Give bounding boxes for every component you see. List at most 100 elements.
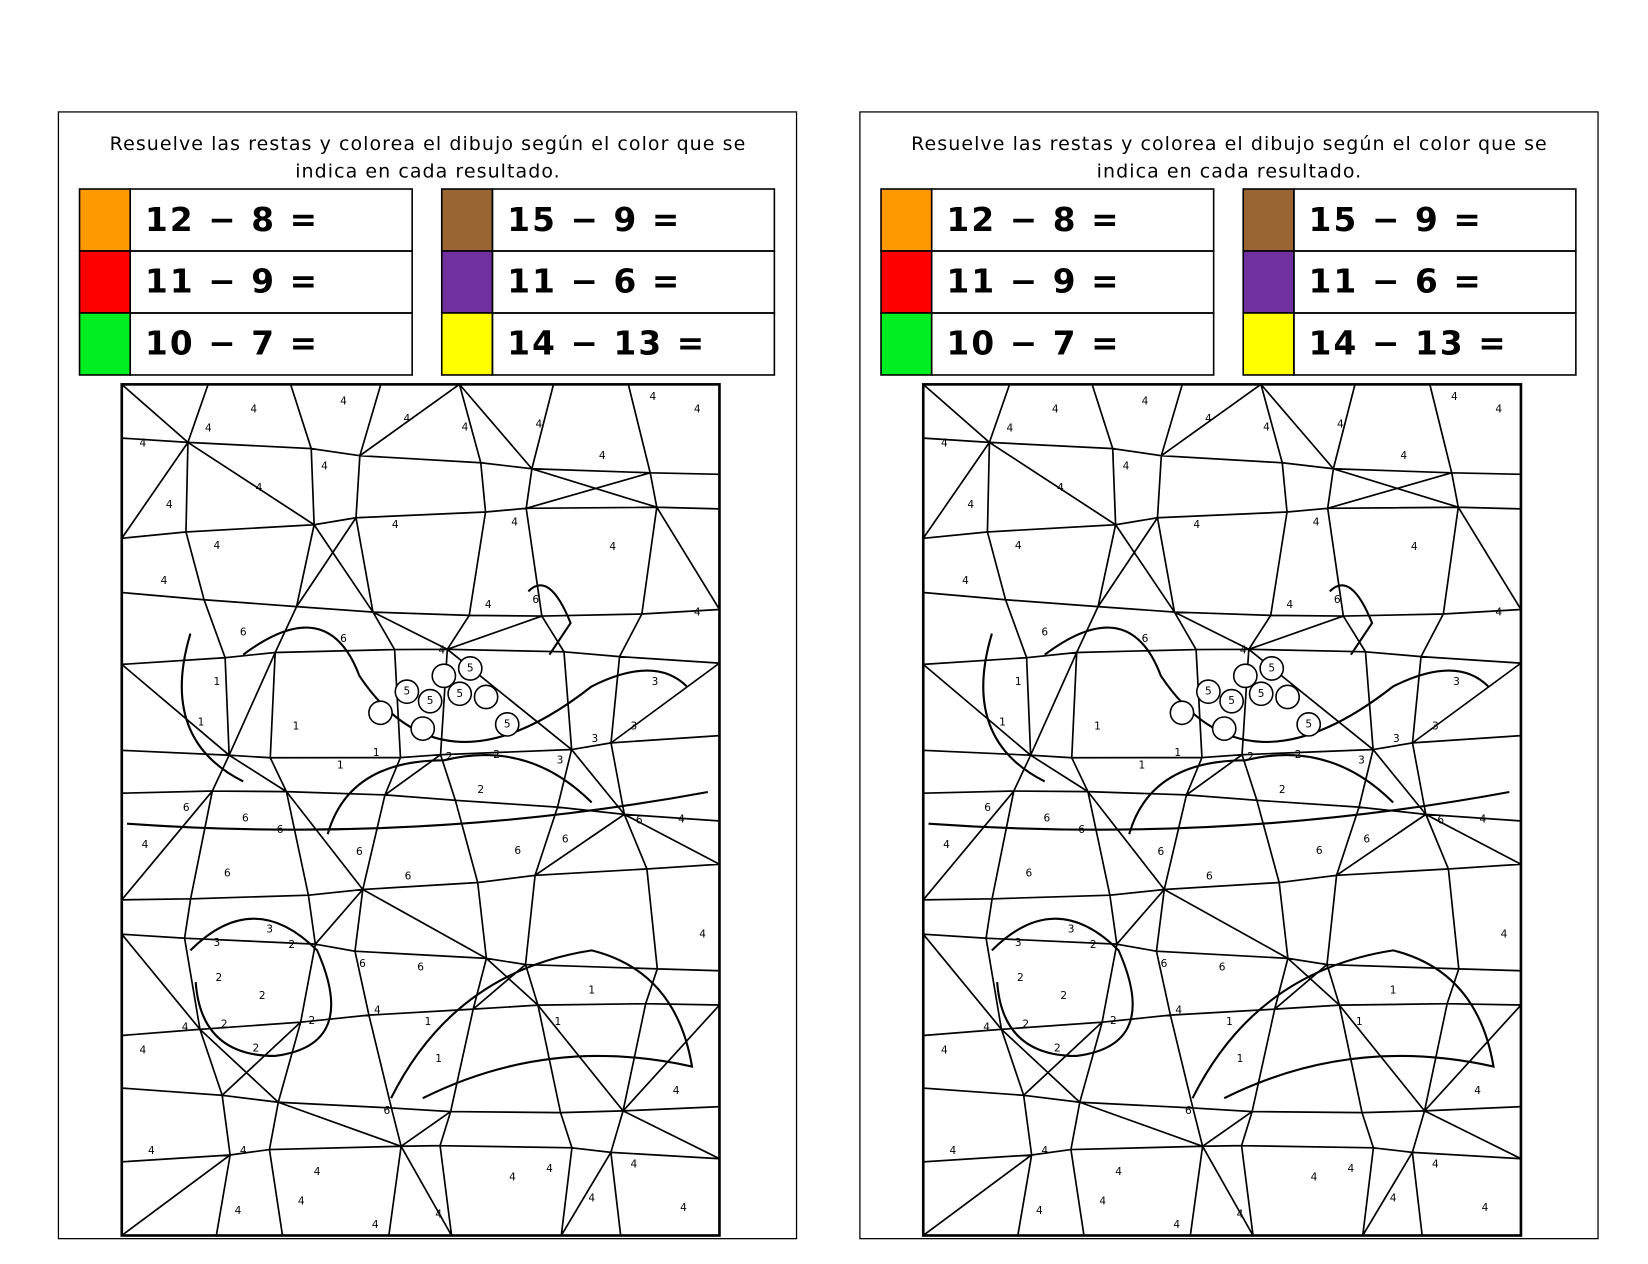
- region-number: 4: [694, 404, 701, 416]
- region-number: 4: [1036, 1205, 1043, 1217]
- equation: 12 − 8 =: [145, 201, 319, 239]
- region-number: 4: [941, 438, 948, 450]
- grape: [1211, 716, 1237, 742]
- region-number: 6: [417, 961, 424, 973]
- region-number: 4: [314, 1166, 321, 1178]
- region-number: 4: [1495, 404, 1502, 416]
- color-swatch: [78, 188, 132, 252]
- region-number: 4: [1495, 606, 1502, 618]
- region-number: 4: [1057, 482, 1064, 494]
- region-number: 6: [1437, 814, 1444, 826]
- grape: [494, 711, 520, 737]
- region-number: 6: [383, 1105, 390, 1117]
- region-number: 4: [1482, 1202, 1489, 1214]
- region-number: 4: [673, 1085, 680, 1097]
- region-number: 4: [1142, 395, 1149, 407]
- worksheet: Resuelve las restas y colorea el dibujo …: [859, 111, 1599, 1240]
- region-number: 5: [1258, 688, 1265, 700]
- region-number: 4: [694, 606, 701, 618]
- region-number: 6: [224, 867, 231, 879]
- color-swatch: [880, 250, 933, 314]
- region-number: 6: [359, 958, 366, 970]
- region-number: 6: [240, 627, 247, 639]
- region-number: 3: [591, 733, 598, 745]
- region-number: 4: [250, 404, 257, 416]
- region-number: 4: [1390, 1193, 1397, 1205]
- color-swatch: [440, 188, 494, 252]
- grape: [410, 716, 436, 742]
- region-number: 6: [1219, 961, 1226, 973]
- region-number: 3: [213, 937, 220, 949]
- region-number: 2: [1060, 990, 1067, 1002]
- picture-frame: [120, 383, 721, 1237]
- equation: 14 − 13 =: [1309, 325, 1508, 363]
- region-number: 4: [1337, 419, 1344, 431]
- grape: [1275, 684, 1300, 710]
- region-number: 4: [511, 517, 518, 529]
- region-number: 5: [456, 688, 463, 700]
- color-swatch: [440, 312, 494, 376]
- instruction: indica en cada resultado.: [1097, 160, 1363, 182]
- region-number: 2: [1090, 939, 1097, 951]
- grape: [1219, 688, 1245, 714]
- region-number: 4: [1193, 519, 1200, 531]
- region-number: 2: [1247, 751, 1254, 763]
- region-number: 2: [1017, 972, 1024, 984]
- region-number: 1: [1390, 985, 1397, 997]
- region-number: 2: [308, 1015, 315, 1027]
- region-number: 4: [699, 929, 706, 941]
- region-number: 1: [1094, 721, 1101, 733]
- region-number: 1: [999, 716, 1006, 728]
- region-number: 6: [1316, 845, 1323, 857]
- sheet-border: [57, 111, 798, 1240]
- region-number: 4: [509, 1171, 516, 1183]
- fruit-outlines: [126, 584, 709, 1100]
- color-swatch: [880, 312, 933, 376]
- region-number: 5: [504, 718, 511, 730]
- instruction: Resuelve las restas y colorea el dibujo …: [110, 133, 747, 155]
- region-number: 4: [438, 644, 445, 656]
- equation: 10 − 7 =: [145, 325, 319, 363]
- region-number: 6: [1043, 812, 1050, 824]
- region-number: 3: [266, 923, 273, 935]
- region-number: 1: [435, 1053, 442, 1065]
- region-number: 4: [678, 813, 685, 825]
- region-number: 2: [253, 1043, 260, 1055]
- region-number: 3: [631, 721, 638, 733]
- region-number: 2: [477, 784, 484, 796]
- color-swatch: [440, 250, 494, 314]
- region-number: 6: [340, 633, 347, 645]
- worksheet: Resuelve las restas y colorea el dibujo …: [57, 111, 798, 1240]
- region-number: 4: [1115, 1166, 1122, 1178]
- region-number: 4: [182, 1021, 189, 1033]
- region-number: 4: [142, 839, 149, 851]
- region-number: 6: [1157, 846, 1164, 858]
- region-number: 2: [1054, 1043, 1061, 1055]
- grape: [1296, 711, 1322, 737]
- region-number: 4: [1123, 461, 1130, 473]
- color-swatch: [78, 250, 132, 314]
- sheet-border: [859, 111, 1599, 1240]
- region-number: 4: [546, 1163, 553, 1175]
- answer-box: [1293, 312, 1577, 376]
- equation: 12 − 8 =: [946, 201, 1120, 239]
- instruction: Resuelve las restas y colorea el dibujo …: [911, 133, 1548, 155]
- region-number: 4: [967, 499, 974, 511]
- region-number: 4: [485, 599, 492, 611]
- region-number: 6: [1206, 870, 1213, 882]
- region-number: 4: [1175, 1005, 1182, 1017]
- region-number: 4: [1348, 1163, 1355, 1175]
- region-number: 4: [1173, 1219, 1180, 1231]
- region-number: 6: [1334, 594, 1341, 606]
- region-number: 1: [425, 1016, 432, 1028]
- region-number: 4: [1205, 413, 1212, 425]
- region-number: 4: [1240, 644, 1247, 656]
- region-number: 4: [1311, 1171, 1318, 1183]
- region-number: 6: [183, 802, 190, 814]
- region-number: 2: [1022, 1018, 1029, 1030]
- region-number: 2: [446, 751, 453, 763]
- color-swatch: [78, 312, 132, 376]
- region-number: 4: [321, 461, 328, 473]
- region-number: 1: [1138, 760, 1145, 772]
- region-number: 5: [1228, 695, 1235, 707]
